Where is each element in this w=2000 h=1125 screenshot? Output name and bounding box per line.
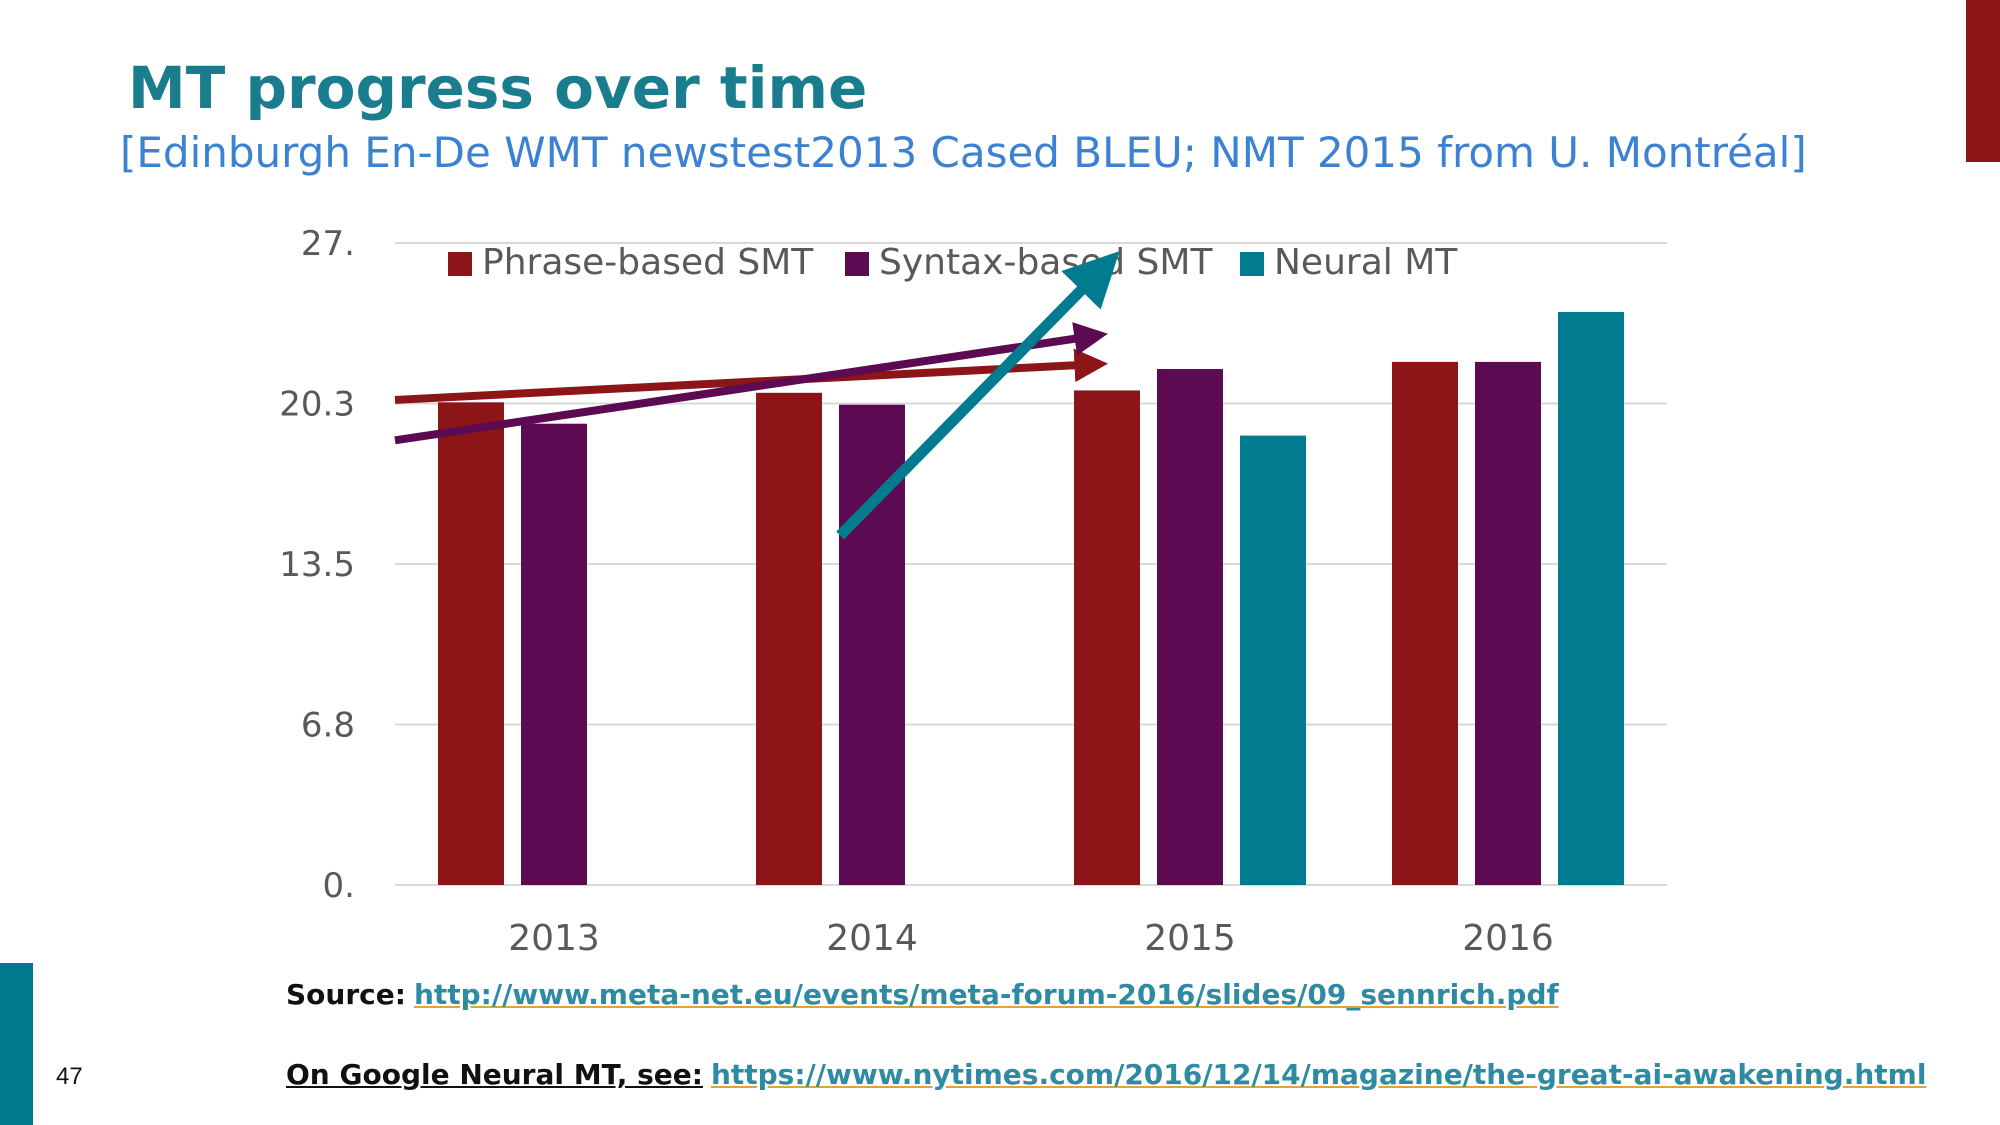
bar-neural-mt-2015 [1240,435,1306,885]
x-axis-labels: 2013 2014 2015 2016 [508,918,1554,959]
legend-label: Syntax-based SMT [879,242,1213,283]
trend-arrow-phrase-based-smt [394,348,1109,404]
chart-legend: Phrase-based SMT Syntax-based SMT Neural M… [448,242,1458,283]
y-tick-label: 13.5 [279,545,355,585]
x-tick-label: 2013 [508,918,600,959]
trend-arrows [394,251,1120,540]
top-right-accent-bar [1966,0,2000,162]
bar-syntax-based-smt-2015 [1157,369,1223,885]
trend-arrow-neural-mt [836,251,1120,540]
legend-swatch [1240,252,1264,276]
y-tick-label: 6.8 [301,706,355,746]
source-label: Source: [286,978,406,1011]
bar-syntax-based-smt-2013 [521,423,587,885]
y-axis-labels: 0. 6.8 13.5 20.3 27. [279,224,355,906]
chart-bars [438,311,1624,885]
source-link[interactable]: http://www.meta-net.eu/events/meta-forum… [413,978,1559,1011]
x-tick-label: 2014 [826,918,918,959]
bar-phrase-based-smt-2014 [756,392,822,885]
slide-title: MT progress over time [128,54,868,122]
bar-phrase-based-smt-2015 [1074,390,1140,885]
y-tick-label: 20.3 [279,385,355,425]
google-nmt-line: On Google Neural MT, see: https://www.nyt… [286,1058,1926,1091]
legend-label: Neural MT [1274,242,1458,283]
slide-subtitle: [Edinburgh En-De WMT newstest2013 Cased … [120,128,1807,177]
bar-phrase-based-smt-2013 [438,402,504,885]
bottom-left-accent-bar [0,963,33,1125]
y-tick-label: 27. [301,224,355,264]
google-nmt-link[interactable]: https://www.nytimes.com/2016/12/14/magaz… [710,1058,1927,1091]
google-nmt-label: On Google Neural MT, see: [286,1058,703,1091]
y-tick-label: 0. [323,866,355,906]
bar-neural-mt-2016 [1558,311,1624,885]
source-line: Source: http://www.meta-net.eu/events/met… [286,978,1559,1011]
page-number: 47 [56,1063,83,1090]
trend-arrow-syntax-based-smt [394,322,1108,445]
x-tick-label: 2016 [1462,918,1554,959]
bar-phrase-based-smt-2016 [1392,361,1458,885]
bar-syntax-based-smt-2016 [1475,361,1541,885]
x-tick-label: 2015 [1144,918,1236,959]
legend-swatch [845,252,869,276]
legend-label: Phrase-based SMT [482,242,814,283]
legend-swatch [448,252,472,276]
